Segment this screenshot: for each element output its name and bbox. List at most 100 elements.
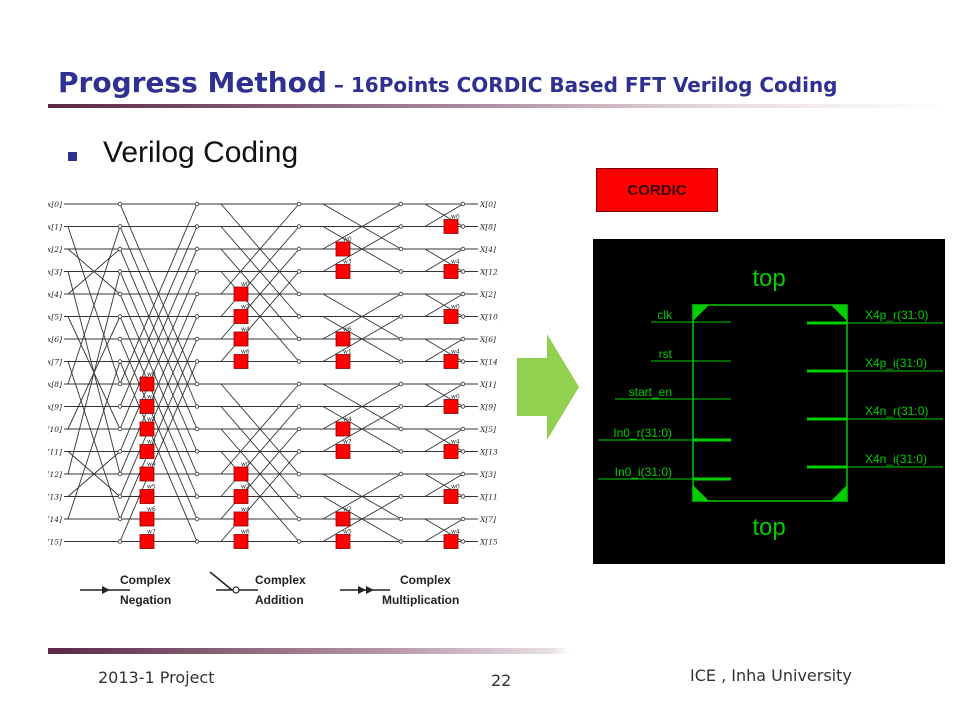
fft-output-label: X[13] (479, 448, 498, 457)
fft-output-label: X[12] (479, 268, 498, 277)
adder-node (398, 291, 404, 297)
fft-input-label: x[1] (48, 223, 62, 232)
adder-node (194, 516, 200, 522)
legend-negation-line1: Complex (120, 573, 171, 587)
fft-input-label: x[6] (48, 335, 62, 344)
twiddle-label: w0 (147, 371, 156, 378)
adder-node (398, 246, 404, 252)
twiddle-multiplier-marker (335, 354, 351, 369)
adder-node (194, 336, 200, 342)
twiddle-multiplier-marker (233, 466, 249, 482)
legend-addition-line2: Addition (255, 593, 304, 607)
twiddle-label: w0 (343, 236, 352, 243)
adder-node (460, 291, 466, 297)
legend-multiplication-line2: Multiplication (382, 593, 459, 607)
twiddle-label: w7 (343, 439, 352, 446)
twiddle-multiplier-marker (139, 399, 155, 414)
twiddle-label: w5 (343, 529, 352, 536)
adder-node (296, 291, 302, 297)
adder-node (296, 359, 302, 364)
twiddle-label: w0 (241, 281, 250, 288)
port-x4n-i: X4n_i(31:0) (865, 452, 927, 466)
fft-legend: Complex Negation Complex Addition Comple… (80, 571, 459, 607)
adder-node (460, 494, 466, 499)
adder-node (398, 336, 404, 342)
fft-nodes (117, 201, 466, 544)
fft-output-label: X[5] (479, 425, 496, 434)
twiddle-multiplier-marker (139, 444, 155, 459)
fft-signal-labels: w0 w1 w2 w3 w4 w5 w6 w7 w0 w2 w4 w6 w0 w2 w4 w6 w0 w3 w6 w1… (48, 200, 498, 547)
twiddle-label: w6 (241, 529, 250, 536)
adder-node (398, 404, 404, 409)
fft-input-label: x[0] (48, 200, 62, 209)
bullet-text: Verilog Coding (103, 136, 299, 169)
adder-node (460, 449, 466, 454)
adder-node (194, 404, 200, 409)
adder-node (117, 291, 123, 297)
twiddle-multiplier-marker (443, 219, 459, 234)
port-x4n-r: X4n_r(31:0) (865, 404, 928, 418)
fft-output-label: X[2] (479, 290, 496, 299)
adder-node (296, 539, 302, 544)
title-main: Progress Method (58, 66, 327, 99)
twiddle-multiplier-marker (335, 511, 351, 527)
twiddle-multiplier-marker (443, 264, 459, 279)
twiddle-multiplier-marker (233, 354, 249, 369)
port-in0-r: In0_r(31:0) (613, 426, 672, 440)
fft-input-label: x[2] (48, 245, 62, 254)
fft-input-label: x[12] (48, 470, 62, 479)
twiddle-label: w2 (241, 304, 250, 311)
twiddle-label: w7 (147, 529, 156, 536)
fft-input-label: x[14] (48, 515, 62, 524)
twiddle-multiplier-marker (139, 466, 155, 482)
adder-node (117, 201, 123, 207)
adder-node (117, 246, 123, 252)
twiddle-multiplier-marker (443, 309, 459, 324)
twiddle-label: w6 (241, 349, 250, 356)
adder-node (194, 246, 200, 252)
adder-node (398, 359, 404, 364)
adder-node (194, 224, 200, 229)
twiddle-label: w3 (147, 439, 156, 446)
adder-node (460, 336, 466, 342)
title-divider (48, 104, 948, 108)
adder-node (460, 471, 466, 477)
adder-node (296, 516, 302, 522)
adder-node (117, 426, 123, 432)
adder-node (117, 449, 123, 454)
twiddle-multiplier-marker (233, 511, 249, 527)
fft-butterfly-diagram: w0 w1 w2 w3 w4 w5 w6 w7 w0 w2 w4 w6 w0 w2 w4 w6 w0 w3 w6 w1… (48, 200, 498, 549)
adder-node (194, 471, 200, 477)
adder-node (194, 381, 200, 387)
twiddle-label: w0 (451, 394, 460, 401)
top-title-lower: top (752, 514, 785, 541)
adder-node (398, 539, 404, 544)
legend-addition: Complex Addition (209, 571, 306, 607)
adder-node (194, 539, 200, 544)
fft-input-label: x[8] (48, 380, 62, 389)
adder-node (460, 246, 466, 252)
legend-multiplication-line1: Complex (400, 573, 451, 587)
adder-node (117, 224, 123, 229)
fft-multiplier-markers (139, 219, 459, 549)
fft-output-label: X[6] (479, 335, 496, 344)
twiddle-label: w0 (451, 304, 460, 311)
fft-input-label: x[3] (48, 268, 62, 277)
fft-input-label: x[10] (48, 425, 62, 434)
legend-negation: Complex Negation (80, 573, 171, 607)
twiddle-multiplier-marker (139, 376, 155, 392)
twiddle-multiplier-marker (233, 489, 249, 504)
fft-output-label: X[14] (479, 358, 498, 367)
fft-output-label: X[10] (479, 313, 498, 322)
adder-node (398, 269, 404, 274)
fft-output-label: X[11] (479, 493, 498, 502)
twiddle-label: w4 (451, 529, 460, 536)
adder-node (296, 269, 302, 274)
twiddle-label: w4 (241, 326, 250, 333)
adder-node (460, 314, 466, 319)
twiddle-multiplier-marker (335, 421, 351, 437)
twiddle-multiplier-marker (335, 331, 351, 347)
adder-node (296, 449, 302, 454)
fft-output-label: X[8] (479, 223, 496, 232)
adder-node (398, 516, 404, 522)
